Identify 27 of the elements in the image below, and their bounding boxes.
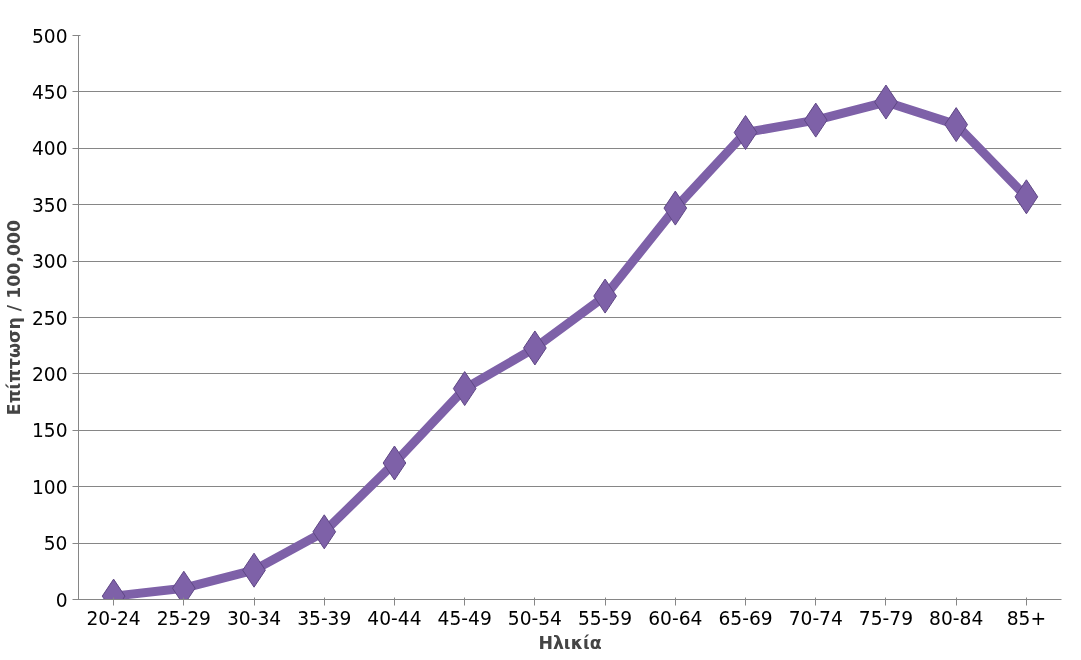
x-tick-label: 50-54 [507, 607, 563, 629]
x-tick-label: 30-34 [226, 607, 282, 629]
x-tick-label: 20-24 [86, 607, 141, 629]
y-tick-label: 350 [31, 194, 68, 216]
x-tick-label: 35-39 [297, 607, 352, 629]
y-tick-label: 300 [31, 251, 68, 273]
x-tick-label: 70-74 [788, 607, 843, 629]
y-tick-label: 400 [31, 138, 68, 160]
y-tick-label: 500 [31, 25, 68, 47]
x-tick-label: 60-64 [648, 607, 703, 629]
x-tick-label: 75-79 [858, 607, 914, 629]
y-tick-label: 100 [31, 476, 68, 498]
y-axis-title: Επίπτωση / 100,000 [3, 219, 24, 416]
x-tick-label: 25-29 [156, 607, 211, 629]
x-tick-label: 85+ [1006, 607, 1047, 629]
y-tick-label: 50 [43, 533, 68, 555]
x-tick-label: 40-44 [367, 607, 422, 629]
y-tick-label: 250 [31, 307, 68, 329]
y-tick-label: 200 [31, 363, 68, 385]
y-tick-label: 450 [31, 81, 68, 103]
y-tick-label: 150 [31, 420, 68, 442]
x-tick-label: 80-84 [929, 607, 984, 629]
x-tick-label: 45-49 [437, 607, 492, 629]
x-axis-title: Ηλικία [538, 632, 602, 653]
x-tick-label: 65-69 [718, 607, 773, 629]
y-tick-label: 0 [55, 589, 68, 611]
x-tick-label: 55-59 [578, 607, 633, 629]
